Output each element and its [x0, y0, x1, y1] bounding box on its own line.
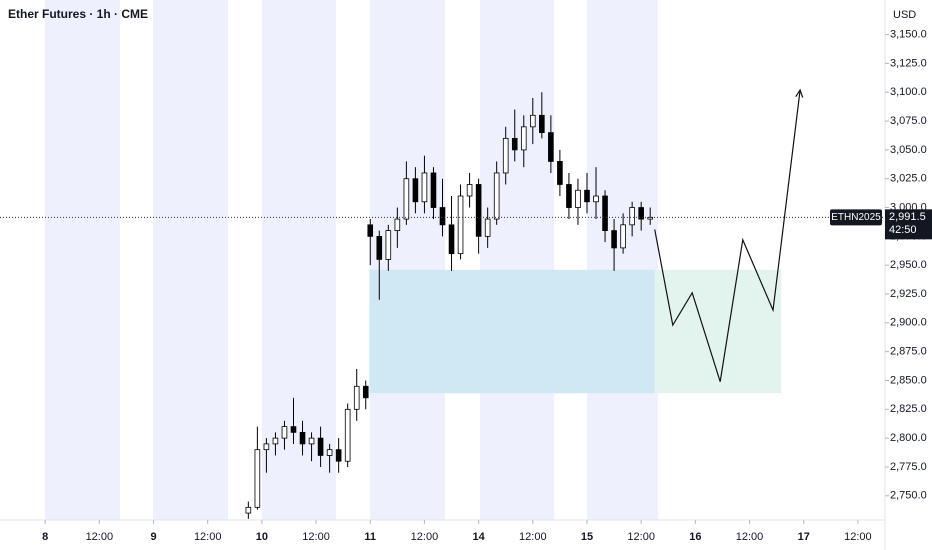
y-tick-label: 3,075.0 [890, 115, 927, 127]
x-tick-label: 12:00 [302, 531, 330, 543]
candle-body [385, 230, 392, 260]
session-band [480, 0, 554, 520]
candle-body [362, 385, 369, 399]
candle-body [647, 216, 654, 220]
candle-body [317, 437, 324, 456]
x-tick-label: 10 [256, 531, 268, 543]
x-tick-label: 12:00 [844, 531, 872, 543]
y-tick-label: 2,900.0 [890, 317, 927, 329]
candle-body [430, 172, 437, 208]
projection-arrowhead [795, 88, 804, 98]
candle-body [376, 235, 383, 260]
candle-body [638, 207, 644, 220]
y-tick-label: 2,850.0 [890, 374, 927, 386]
candle-body [593, 195, 599, 203]
candle-body [629, 207, 635, 226]
x-tick-label: 16 [689, 531, 701, 543]
candle-body [620, 224, 626, 249]
y-tick-label: 2,875.0 [890, 346, 927, 358]
candle-body [403, 178, 410, 220]
candle-body [502, 137, 509, 174]
candle-body [539, 114, 545, 133]
candle-body [457, 195, 464, 255]
last-price-label: 2,991.5 [889, 211, 926, 223]
price-tag [885, 209, 932, 240]
chart-title: Ether Futures · 1h · CME [8, 7, 148, 21]
x-tick-label: 12:00 [627, 531, 655, 543]
countdown-label: 42:50 [889, 224, 917, 236]
candle-body [263, 443, 270, 451]
projection-path [654, 89, 801, 382]
x-tick-label: 12:00 [519, 531, 547, 543]
candle-body [548, 132, 554, 162]
y-tick-label: 2,825.0 [890, 403, 927, 415]
y-tick-label: 3,125.0 [890, 57, 927, 69]
x-tick-label: 17 [798, 531, 810, 543]
y-tick-label: 3,100.0 [890, 86, 927, 98]
candle-body [484, 218, 491, 237]
session-band [262, 0, 336, 520]
x-tick-label: 12:00 [736, 531, 764, 543]
candle-body [584, 189, 590, 203]
candle-body [367, 224, 374, 237]
y-tick-label: 3,150.0 [890, 28, 927, 40]
x-tick-label: 15 [581, 531, 593, 543]
candle-body [353, 385, 360, 410]
candle-body [493, 172, 500, 220]
candle-body [394, 218, 401, 231]
candle-body [344, 408, 351, 462]
x-tick-label: 12:00 [86, 531, 114, 543]
session-band [587, 0, 658, 520]
y-tick-label: 2,750.0 [890, 490, 927, 502]
candle-body [530, 114, 536, 128]
currency-label: USD [893, 9, 916, 21]
y-tick-label: 2,925.0 [890, 288, 927, 300]
x-tick-label: 9 [150, 531, 156, 543]
candle-body [245, 506, 252, 514]
symbol-label: ETHN2025 [831, 212, 881, 223]
symbol-tag [830, 209, 882, 226]
x-tick-label: 11 [364, 531, 376, 543]
candle-body [281, 426, 288, 439]
candle-body [421, 172, 428, 203]
y-tick-label: 3,050.0 [890, 144, 927, 156]
x-tick-label: 14 [472, 531, 485, 543]
candle-body [290, 426, 297, 433]
candle-body [335, 449, 342, 462]
candle-body [439, 207, 446, 226]
y-tick-label: 2,775.0 [890, 461, 927, 473]
x-tick-label: 12:00 [411, 531, 439, 543]
candle-body [412, 178, 419, 203]
candle-body [466, 184, 473, 197]
y-tick-label: 2,800.0 [890, 432, 927, 444]
x-tick-label: 12:00 [194, 531, 222, 543]
y-tick-label: 3,025.0 [890, 173, 927, 185]
session-band [45, 0, 120, 520]
candle-body [520, 126, 527, 151]
candle-body [448, 224, 455, 255]
candle-body [575, 189, 581, 208]
zone [369, 269, 655, 394]
y-tick-label: 2,950.0 [890, 259, 927, 271]
candle-body [308, 437, 315, 445]
session-band [153, 0, 228, 520]
candle-body [611, 230, 617, 249]
candle-body [326, 449, 333, 456]
candle-body [299, 431, 306, 445]
session-band [370, 0, 445, 520]
candle-body [602, 195, 608, 231]
x-tick-label: 8 [42, 531, 48, 543]
plot [245, 88, 804, 519]
candle-body [254, 449, 261, 508]
candle-body [475, 184, 482, 237]
candle-body [557, 161, 563, 185]
candle-body [511, 137, 518, 151]
candle-body [566, 184, 572, 208]
candle-body [272, 437, 279, 445]
